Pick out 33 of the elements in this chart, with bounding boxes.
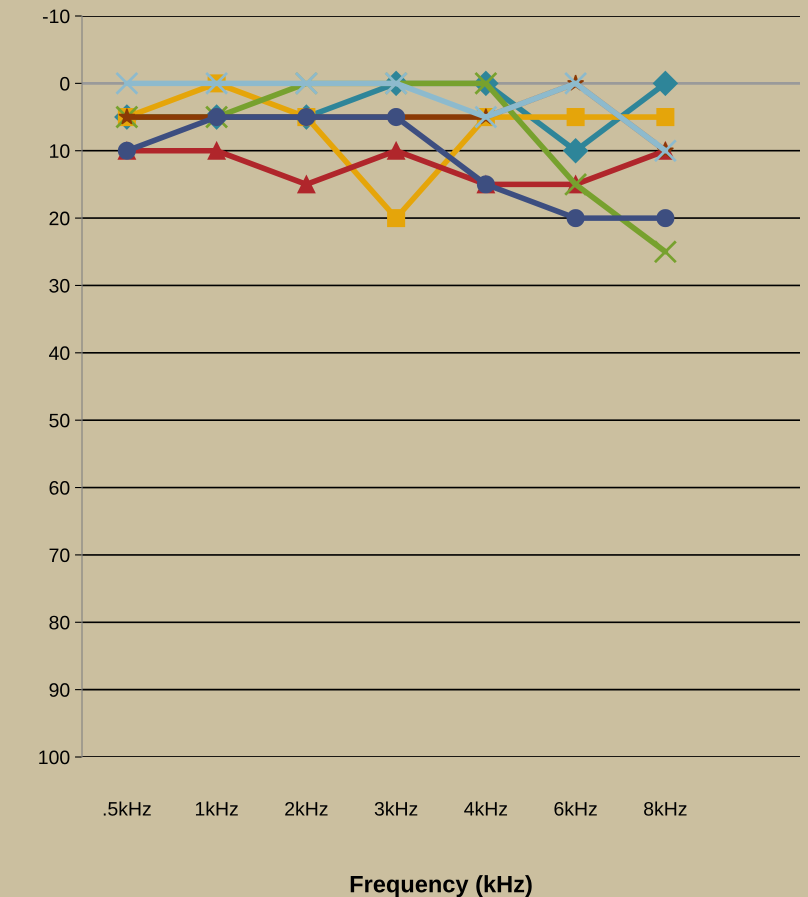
y-tick-label: 70 <box>50 548 70 562</box>
point <box>387 209 406 228</box>
point <box>115 72 139 96</box>
y-tick-label: 40 <box>49 346 70 360</box>
y-tick-label: 30 <box>49 278 70 293</box>
point <box>297 175 316 194</box>
y-tick-label: 80 <box>49 616 70 630</box>
y-tick-label: 10 <box>50 144 70 158</box>
point <box>564 72 588 96</box>
point <box>208 142 226 160</box>
point <box>652 70 678 96</box>
point <box>566 209 585 228</box>
y-tick-label: 100 <box>39 750 70 764</box>
point <box>656 108 674 126</box>
y-tick-label: 60 <box>50 481 70 495</box>
x-tick-label: .5kHz <box>104 801 151 816</box>
y-tick-label: 0 <box>60 76 70 91</box>
x-tick-label: 3kHz <box>374 801 418 816</box>
y-tick-label: 90 <box>49 683 70 697</box>
x-axis-title: Frequency (kHz) <box>350 875 532 897</box>
x-tick-label: 2kHz <box>285 801 328 816</box>
point <box>387 142 406 160</box>
x-tick-label: 6kHz <box>554 801 597 816</box>
x-tick-label: 4kHz <box>464 801 508 816</box>
y-tick-label: 50 <box>49 414 70 428</box>
point <box>656 209 674 228</box>
point <box>654 240 678 264</box>
x-tick-label: 8kHz <box>644 801 687 816</box>
x-tick-label: 1kHz <box>196 801 238 816</box>
point <box>566 108 585 126</box>
point <box>563 138 588 164</box>
y-tick-label: 20 <box>50 212 70 226</box>
y-tick-label: -10 <box>42 9 70 24</box>
